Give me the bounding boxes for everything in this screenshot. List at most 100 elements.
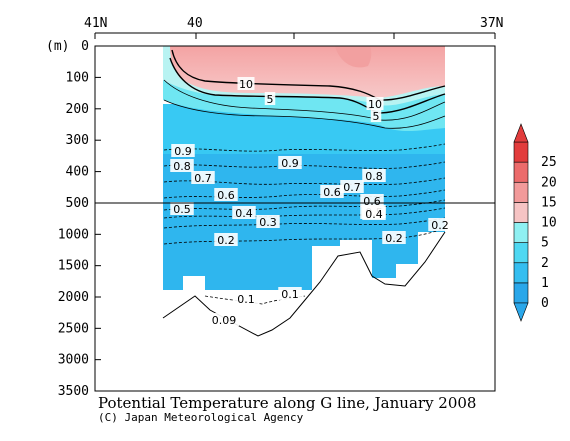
warm-surface-layer — [170, 46, 445, 98]
colorbar-label-1: 1 — [541, 276, 549, 291]
contour-label-15: 0.3 — [259, 216, 277, 229]
colorbar-label-3: 5 — [541, 236, 549, 251]
isotherm-5 — [169, 57, 446, 114]
depth-tick-label-2: 200 — [66, 102, 89, 117]
colorbar-label-2: 2 — [541, 256, 549, 271]
isotherm-0.9 — [163, 143, 446, 152]
contour-label-bg-23 — [278, 287, 302, 300]
depth-tick-label-10: 3000 — [58, 353, 89, 368]
depth-tick-label-8: 2000 — [58, 290, 89, 305]
colorbar-bottom-cap — [513, 302, 529, 322]
contour-label-bg-3 — [370, 109, 382, 122]
colorbar-label-7: 25 — [541, 155, 557, 170]
colorbar-top-cap — [513, 123, 529, 143]
isotherm-0.7 — [163, 177, 446, 185]
contour-label-8: 0.8 — [365, 170, 383, 183]
colorbar-label-5: 15 — [541, 195, 557, 210]
contour-label-10: 0.6 — [217, 189, 235, 202]
contour-label-19: 0.4 — [365, 208, 383, 221]
contour-label-bg-13 — [170, 202, 194, 215]
depth-tick-label-9: 2500 — [58, 321, 89, 336]
depth-tick-label-11: 3500 — [58, 384, 89, 399]
isotherm-0.3 — [163, 217, 446, 229]
isotherm-0.8 — [163, 161, 446, 169]
depth-tick-label-0: 0 — [81, 39, 89, 54]
contour-label-bg-11 — [320, 185, 344, 198]
depth-unit-label: (m) — [46, 39, 69, 54]
contour-label-bg-0 — [237, 77, 255, 90]
depth-tick-label-6: 1000 — [58, 227, 89, 242]
warm-core — [335, 46, 372, 68]
contour-label-7: 0.9 — [281, 157, 299, 170]
colorbar-band-0 — [513, 282, 529, 304]
contour-label-22: 0.1 — [237, 293, 255, 306]
contour-label-23: 0.1 — [281, 288, 299, 301]
contour-label-5: 0.8 — [173, 160, 191, 173]
contour-label-bg-1 — [264, 92, 276, 105]
isotherm-0.5 — [163, 199, 446, 211]
contour-label-24: 0.09 — [212, 314, 237, 327]
section-field — [163, 46, 445, 391]
depth-tick-label-5: 500 — [66, 196, 89, 211]
contour-label-bg-9 — [340, 180, 364, 193]
contour-label-bg-19 — [362, 207, 386, 220]
lat-tick-label-2: 37N — [480, 16, 503, 31]
contour-label-bg-7 — [278, 156, 302, 169]
contour-label-9: 0.7 — [343, 181, 361, 194]
colorbar-label-6: 20 — [541, 175, 557, 190]
contour-label-12: 0.6 — [363, 195, 381, 208]
contour-label-3: 5 — [373, 110, 380, 123]
contour-label-bg-6 — [191, 171, 215, 184]
depth-tick-label-4: 400 — [66, 165, 89, 180]
contour-label-6: 0.7 — [194, 172, 212, 185]
contour-label-bg-8 — [362, 169, 386, 182]
latitude-axis-ticks — [94, 33, 496, 39]
contour-label-bg-24 — [209, 313, 239, 326]
contour-lines — [162, 49, 446, 337]
colorbar-band-1 — [513, 262, 529, 284]
isotherm-10 — [171, 49, 446, 101]
isotherm-2 — [163, 79, 446, 121]
colorbar-band-7 — [513, 141, 529, 163]
depth-tick-label-1: 100 — [66, 70, 89, 85]
contour-label-bg-2 — [366, 97, 384, 110]
contour-label-0: 10 — [239, 78, 253, 91]
colorbar-band-2 — [513, 242, 529, 264]
contour-label-bg-22 — [234, 292, 258, 305]
contour-label-4: 0.9 — [174, 145, 192, 158]
contour-label-21: 0.2 — [431, 219, 449, 232]
depth-tick-label-7: 1500 — [58, 259, 89, 274]
contour-label-14: 0.4 — [235, 207, 253, 220]
copyright-credit: (C) Japan Meteorological Agency — [98, 411, 304, 424]
contour-label-bg-12 — [360, 194, 384, 207]
contour-label-bg-20 — [382, 231, 406, 244]
colorbar-label-0: 0 — [541, 296, 549, 311]
contour-label-13: 0.5 — [173, 203, 191, 216]
lat-tick-label-0: 41N — [84, 16, 107, 31]
contour-label-2: 10 — [368, 98, 382, 111]
plot-frame — [94, 45, 496, 392]
contour-label-bg-4 — [171, 144, 195, 157]
colorbar-band-6 — [513, 161, 529, 183]
lat-tick-label-1: 40 — [187, 16, 203, 31]
contour-label-1: 5 — [267, 93, 274, 106]
isotherm-1 — [163, 99, 446, 129]
isotherm-0.4 — [163, 207, 446, 219]
depth-tick-label-3: 300 — [66, 133, 89, 148]
isotherm-0.1 — [204, 295, 306, 305]
colorbar-band-4 — [513, 202, 529, 223]
seafloor-blanking — [163, 232, 445, 391]
contour-label-bg-14 — [232, 206, 256, 219]
chart-title: Potential Temperature along G line, Janu… — [98, 394, 476, 412]
colorbar-band-5 — [513, 181, 529, 203]
contour-label-bg-5 — [170, 159, 194, 172]
colorbar-label-4: 10 — [541, 216, 557, 231]
contour-label-bg-16 — [214, 233, 238, 246]
contour-label-20: 0.2 — [385, 232, 403, 245]
depth-axis-ticks: 0 100 200 300 400 500 1000 1500 2000 2500 3000 3500 — [58, 39, 101, 399]
contour-label-bg-21 — [428, 218, 452, 231]
contour-label-bg-10 — [214, 188, 238, 201]
